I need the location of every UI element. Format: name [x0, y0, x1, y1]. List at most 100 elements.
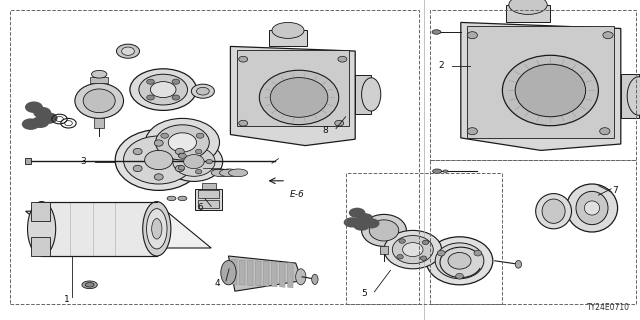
Ellipse shape	[178, 196, 187, 201]
Ellipse shape	[239, 56, 248, 62]
Bar	[506, 5, 550, 22]
Ellipse shape	[335, 120, 344, 126]
Ellipse shape	[179, 153, 185, 158]
Ellipse shape	[432, 30, 441, 34]
Ellipse shape	[156, 125, 209, 160]
Bar	[380, 246, 388, 254]
Polygon shape	[228, 256, 302, 291]
Ellipse shape	[154, 174, 163, 180]
Bar	[346, 173, 502, 304]
Bar	[355, 75, 371, 114]
Ellipse shape	[143, 202, 171, 256]
Text: 4: 4	[214, 279, 220, 288]
Ellipse shape	[145, 150, 173, 170]
Ellipse shape	[399, 239, 405, 243]
Bar	[198, 190, 219, 198]
Bar	[195, 189, 222, 210]
Text: 1: 1	[64, 295, 70, 304]
Ellipse shape	[435, 243, 484, 279]
Bar	[94, 118, 104, 128]
Polygon shape	[272, 262, 277, 287]
Polygon shape	[42, 202, 157, 256]
Polygon shape	[461, 22, 621, 150]
Ellipse shape	[296, 269, 306, 285]
Ellipse shape	[362, 214, 406, 246]
Ellipse shape	[133, 165, 142, 172]
Ellipse shape	[220, 169, 239, 177]
Bar	[430, 160, 636, 304]
Ellipse shape	[150, 82, 176, 98]
Text: 8: 8	[322, 126, 328, 135]
Ellipse shape	[195, 149, 202, 154]
Ellipse shape	[184, 155, 204, 169]
Ellipse shape	[28, 202, 56, 256]
Ellipse shape	[433, 169, 442, 173]
Bar	[430, 10, 636, 160]
Ellipse shape	[369, 220, 399, 241]
Ellipse shape	[603, 32, 613, 39]
Text: 3: 3	[80, 157, 86, 166]
Ellipse shape	[31, 116, 49, 128]
Ellipse shape	[456, 273, 463, 279]
Ellipse shape	[392, 236, 433, 264]
Polygon shape	[264, 261, 269, 286]
Ellipse shape	[147, 95, 154, 100]
Ellipse shape	[566, 184, 618, 232]
Ellipse shape	[576, 191, 608, 225]
Ellipse shape	[167, 196, 176, 201]
Ellipse shape	[600, 128, 610, 135]
Ellipse shape	[85, 283, 94, 287]
Polygon shape	[280, 262, 285, 287]
Ellipse shape	[172, 95, 180, 100]
Ellipse shape	[363, 218, 380, 228]
Bar	[10, 10, 419, 304]
Ellipse shape	[130, 69, 196, 110]
Ellipse shape	[191, 84, 214, 98]
Ellipse shape	[172, 79, 180, 84]
Ellipse shape	[92, 70, 107, 78]
Ellipse shape	[196, 87, 209, 95]
Ellipse shape	[536, 194, 572, 229]
Ellipse shape	[542, 199, 565, 223]
Ellipse shape	[195, 169, 202, 174]
Bar	[31, 202, 50, 221]
Ellipse shape	[154, 140, 163, 146]
Ellipse shape	[221, 260, 236, 285]
Bar	[467, 26, 614, 138]
Ellipse shape	[426, 237, 493, 285]
Ellipse shape	[420, 256, 427, 260]
Ellipse shape	[403, 243, 423, 257]
Ellipse shape	[83, 89, 115, 113]
Ellipse shape	[338, 56, 347, 62]
Polygon shape	[232, 260, 237, 284]
Ellipse shape	[437, 250, 445, 256]
Ellipse shape	[206, 159, 212, 164]
Bar	[198, 200, 219, 208]
Ellipse shape	[467, 32, 477, 39]
Text: 5: 5	[362, 289, 367, 298]
Ellipse shape	[422, 240, 429, 245]
Ellipse shape	[515, 260, 522, 268]
Bar	[237, 50, 349, 126]
Bar	[621, 74, 639, 118]
Ellipse shape	[509, 0, 547, 14]
Bar	[31, 237, 50, 256]
Ellipse shape	[147, 79, 154, 84]
Ellipse shape	[161, 133, 168, 138]
Ellipse shape	[82, 281, 97, 289]
Polygon shape	[255, 261, 261, 286]
Text: 2: 2	[438, 61, 444, 70]
Text: 6: 6	[197, 204, 203, 212]
Text: TY24E0710: TY24E0710	[588, 303, 630, 312]
Polygon shape	[248, 260, 253, 285]
Polygon shape	[240, 260, 245, 285]
Ellipse shape	[397, 254, 403, 259]
Polygon shape	[288, 263, 293, 288]
Ellipse shape	[147, 209, 167, 249]
Ellipse shape	[228, 169, 248, 177]
Ellipse shape	[362, 78, 381, 111]
Ellipse shape	[627, 77, 640, 115]
Ellipse shape	[467, 128, 477, 135]
Ellipse shape	[196, 133, 204, 138]
Ellipse shape	[211, 169, 230, 177]
